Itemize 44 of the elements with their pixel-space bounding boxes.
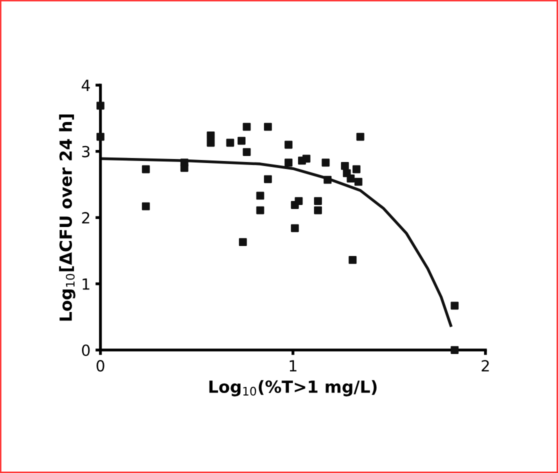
y-tick-label: 0 — [82, 344, 90, 356]
point — [284, 140, 292, 149]
x-tick-label: 0 — [96, 360, 104, 372]
point — [96, 132, 104, 141]
x-tick-label: 2 — [482, 360, 489, 372]
point — [340, 162, 349, 170]
y-tick-label: 1 — [82, 278, 90, 290]
point — [352, 165, 360, 174]
point — [450, 302, 459, 310]
y-tick-label: 2 — [82, 212, 90, 224]
point — [314, 197, 322, 205]
point — [206, 138, 215, 147]
point — [346, 174, 355, 182]
point — [314, 206, 322, 214]
x-axis-title: Log$_{10}$(%T>1 mg/L) — [209, 380, 377, 396]
point — [242, 122, 251, 131]
point — [226, 138, 234, 147]
point — [238, 136, 246, 145]
point — [284, 158, 292, 167]
y-tick-label: 4 — [82, 80, 90, 91]
point — [348, 256, 357, 264]
point — [290, 224, 299, 232]
point — [206, 132, 215, 140]
point — [354, 178, 362, 186]
point — [294, 197, 303, 205]
point — [242, 148, 251, 156]
point — [264, 122, 272, 131]
point — [264, 175, 272, 184]
x-tick-label: 1 — [290, 360, 296, 372]
point — [256, 192, 264, 200]
y-tick-label: 3 — [82, 146, 90, 158]
point — [302, 154, 310, 163]
point — [450, 346, 459, 354]
point — [180, 164, 188, 172]
point — [322, 158, 330, 167]
line-series — [100, 157, 452, 327]
point — [238, 238, 247, 246]
point — [142, 165, 150, 174]
point — [324, 176, 332, 184]
point — [142, 202, 150, 210]
point — [96, 102, 104, 110]
point — [356, 132, 364, 141]
y-axis-title: Log$_{10}$[ΔCFU over 24 h] — [59, 114, 76, 321]
point — [256, 206, 264, 214]
